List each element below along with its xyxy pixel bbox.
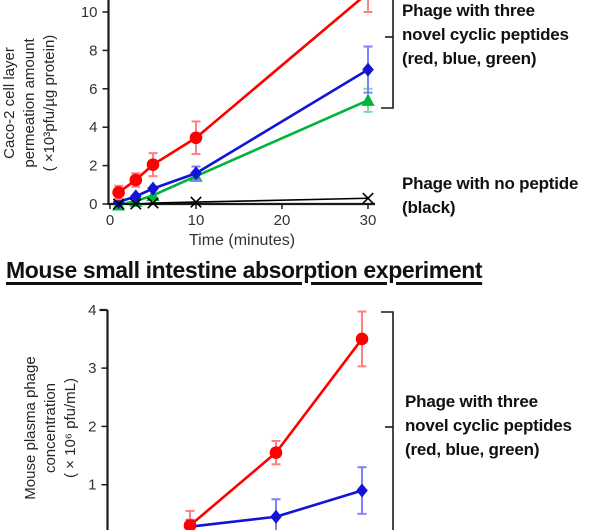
red-peptide-phage-marker <box>112 186 125 199</box>
x-axis-title: Time (minutes) <box>189 232 295 249</box>
no-peptide-phage-marker <box>112 198 125 210</box>
y-tick-label: 1 <box>88 477 96 494</box>
x-tick-label: 0 <box>106 212 114 229</box>
annotation-three-peptides-top: Phage with three novel cyclic peptides (… <box>402 1 569 68</box>
green-peptide-phage-marker <box>361 93 375 106</box>
y-tick-label: 2 <box>89 158 97 175</box>
y-tick-label: 4 <box>89 119 97 136</box>
no-peptide-phage-marker <box>147 197 159 209</box>
x-tick-label: 20 <box>274 212 291 229</box>
blue-peptide-phage-marker <box>356 483 368 498</box>
y-tick-label: 8 <box>89 42 97 59</box>
blue-peptide-phage-marker <box>130 189 142 204</box>
x-tick-label: 10 <box>188 212 205 229</box>
blue-peptide-phage-line <box>118 68 369 204</box>
red-peptide-phage-marker <box>183 519 197 530</box>
y-tick-label: 4 <box>88 302 96 319</box>
red-peptide-phage-marker <box>146 158 160 171</box>
y-tick-label: 0 <box>89 196 97 213</box>
annotation-three-peptides-bottom: Phage with three novel cyclic peptides (… <box>405 392 572 459</box>
y-tick-label: 3 <box>88 360 96 377</box>
red-peptide-phage-marker <box>269 446 283 459</box>
blue-peptide-phage-marker <box>147 181 159 196</box>
blue-peptide-phage-marker <box>362 62 374 77</box>
caco2-permeation-chart: 0 2 4 6 8 10 0 10 20 30 Time (minutes) <box>81 0 394 249</box>
no-peptide-phage-marker <box>130 198 142 210</box>
red-peptide-phage-marker <box>129 173 143 187</box>
group-bracket <box>381 311 394 530</box>
section-heading: Mouse small intestine absorption experim… <box>6 257 483 283</box>
blue-peptide-phage-marker <box>190 166 202 181</box>
no-peptide-phage-marker <box>190 196 202 208</box>
y-tick-label: 10 <box>81 4 98 21</box>
plasma-concentration-chart: 1 2 3 4 <box>88 302 394 530</box>
red-peptide-phage-marker <box>355 332 369 346</box>
blue-peptide-phage-marker <box>270 509 282 524</box>
red-peptide-phage-marker <box>189 131 203 145</box>
y-tick-label: 6 <box>89 81 97 98</box>
y-tick-label: 2 <box>88 418 96 435</box>
no-peptide-phage-marker <box>362 192 374 205</box>
group-bracket <box>381 0 394 109</box>
annotation-no-peptide: Phage with no peptide (black) <box>402 174 579 217</box>
x-tick-label: 30 <box>360 212 377 229</box>
